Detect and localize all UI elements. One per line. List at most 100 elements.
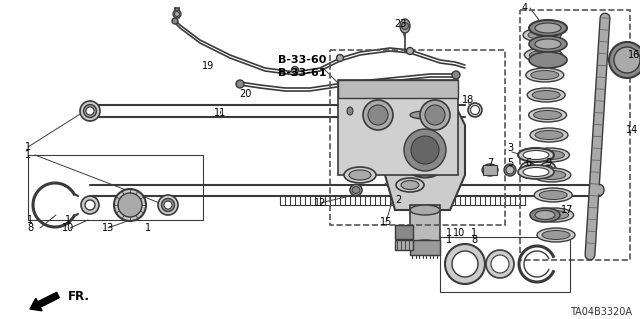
Ellipse shape <box>531 70 559 79</box>
Text: 12: 12 <box>314 198 326 208</box>
Ellipse shape <box>530 208 560 222</box>
Ellipse shape <box>236 80 244 88</box>
Ellipse shape <box>118 193 142 217</box>
Ellipse shape <box>529 52 567 68</box>
Ellipse shape <box>527 88 565 102</box>
Bar <box>330 50 505 225</box>
Text: 8: 8 <box>471 235 477 245</box>
Ellipse shape <box>80 101 100 121</box>
Ellipse shape <box>452 71 460 79</box>
Ellipse shape <box>535 130 563 139</box>
Ellipse shape <box>401 181 419 189</box>
Circle shape <box>614 47 640 73</box>
Ellipse shape <box>529 108 566 122</box>
Ellipse shape <box>542 231 570 240</box>
Ellipse shape <box>400 19 410 33</box>
Ellipse shape <box>347 107 353 115</box>
Bar <box>28 155 203 220</box>
Bar <box>440 237 570 292</box>
Ellipse shape <box>81 196 99 214</box>
Ellipse shape <box>536 208 573 222</box>
Bar <box>483 165 497 175</box>
Text: 6: 6 <box>525 158 531 168</box>
Text: 1: 1 <box>145 223 151 233</box>
Text: 8: 8 <box>27 223 33 233</box>
Ellipse shape <box>410 240 440 250</box>
Circle shape <box>486 250 514 278</box>
Text: 15: 15 <box>380 217 392 227</box>
Text: 5: 5 <box>507 158 513 168</box>
FancyArrow shape <box>30 292 60 311</box>
Ellipse shape <box>506 166 514 174</box>
Ellipse shape <box>532 91 560 100</box>
Text: 2: 2 <box>395 195 401 205</box>
Text: 1: 1 <box>25 150 31 160</box>
Circle shape <box>452 251 478 277</box>
Text: 1: 1 <box>27 215 33 225</box>
Ellipse shape <box>368 105 388 125</box>
Text: B-33-61: B-33-61 <box>278 68 326 78</box>
Text: 7: 7 <box>487 158 493 168</box>
Ellipse shape <box>504 164 516 176</box>
Ellipse shape <box>535 39 561 49</box>
Ellipse shape <box>291 66 298 73</box>
Ellipse shape <box>538 170 566 180</box>
Ellipse shape <box>158 195 178 215</box>
Ellipse shape <box>344 167 376 183</box>
Ellipse shape <box>420 100 450 130</box>
Ellipse shape <box>175 11 179 17</box>
Ellipse shape <box>114 189 146 221</box>
Bar <box>395 240 413 250</box>
Ellipse shape <box>425 105 445 125</box>
Ellipse shape <box>532 168 571 182</box>
Circle shape <box>445 244 485 284</box>
Ellipse shape <box>530 128 568 142</box>
Ellipse shape <box>529 20 567 36</box>
Text: 1: 1 <box>65 215 71 225</box>
Text: B-33-60: B-33-60 <box>278 55 326 65</box>
Ellipse shape <box>411 136 439 164</box>
Ellipse shape <box>164 201 172 209</box>
Ellipse shape <box>173 10 181 18</box>
Ellipse shape <box>397 122 452 177</box>
Circle shape <box>609 42 640 78</box>
Ellipse shape <box>161 198 175 211</box>
Text: 11: 11 <box>214 108 226 118</box>
Ellipse shape <box>468 103 482 117</box>
Bar <box>410 85 440 115</box>
Ellipse shape <box>529 50 557 60</box>
Ellipse shape <box>350 184 362 196</box>
Text: 1: 1 <box>446 228 452 238</box>
Ellipse shape <box>524 48 563 62</box>
Text: FR.: FR. <box>68 290 90 302</box>
Ellipse shape <box>83 105 97 117</box>
Ellipse shape <box>518 148 554 162</box>
Ellipse shape <box>596 184 604 196</box>
Bar <box>338 80 458 175</box>
Bar <box>338 80 458 98</box>
Circle shape <box>491 255 509 273</box>
Text: 4: 4 <box>522 3 528 13</box>
Ellipse shape <box>482 164 498 176</box>
Ellipse shape <box>537 228 575 242</box>
Ellipse shape <box>345 105 355 117</box>
Text: 16: 16 <box>628 50 640 60</box>
Ellipse shape <box>518 165 554 179</box>
Ellipse shape <box>528 31 556 40</box>
Text: 17: 17 <box>561 205 573 215</box>
Bar <box>410 205 440 245</box>
Ellipse shape <box>86 107 94 115</box>
Ellipse shape <box>540 162 556 178</box>
Ellipse shape <box>87 105 93 117</box>
Text: 18: 18 <box>462 95 474 105</box>
Ellipse shape <box>526 68 564 82</box>
Ellipse shape <box>536 151 564 160</box>
Text: 1: 1 <box>446 235 452 245</box>
Text: 13: 13 <box>102 223 114 233</box>
Ellipse shape <box>531 148 570 162</box>
Bar <box>520 10 630 260</box>
Ellipse shape <box>523 151 549 160</box>
Ellipse shape <box>410 205 440 215</box>
Ellipse shape <box>85 200 95 210</box>
Ellipse shape <box>401 23 408 29</box>
